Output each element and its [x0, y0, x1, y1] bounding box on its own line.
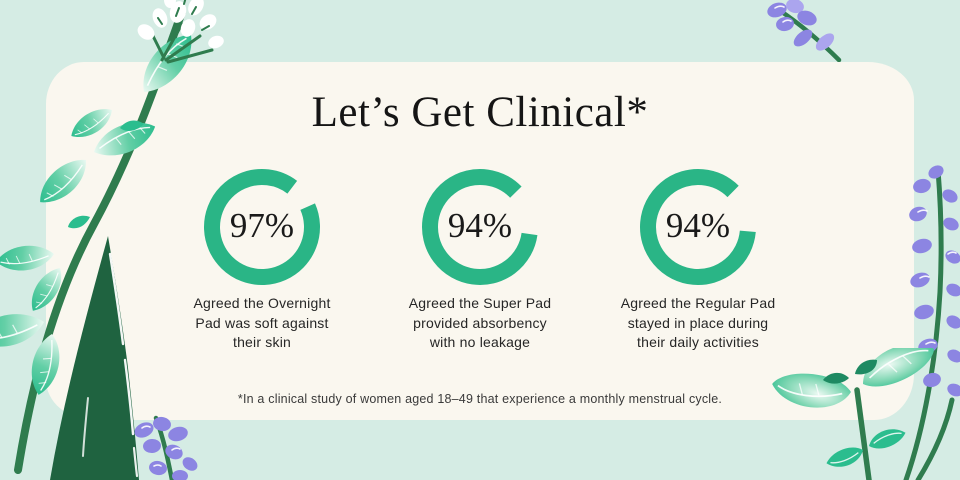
stat-overnight-pad: 97% Agreed the Overnight Pad was soft ag… [153, 165, 371, 353]
donut-ring-svg [422, 169, 538, 285]
stats-row: 97% Agreed the Overnight Pad was soft ag… [46, 165, 914, 353]
stat-super-pad: 94% Agreed the Super Pad provided absorb… [371, 165, 589, 353]
lavender-sprig-top-illustration [767, 0, 842, 62]
stats-card: Let’s Get Clinical* 97% Agreed the Overn… [46, 62, 914, 420]
stat-caption: Agreed the Super Pad provided absorbency… [408, 295, 552, 350]
donut-chart-super: 94% [418, 165, 542, 289]
footnote: *In a clinical study of women aged 18–49… [237, 392, 723, 406]
donut-ring-svg [204, 169, 320, 285]
stat-value: 94% [447, 206, 513, 246]
white-blossom-icon [137, 0, 224, 64]
stat-value: 97% [229, 206, 295, 246]
donut-chart-overnight: 97% [200, 165, 324, 289]
stat-caption: Agreed the Regular Pad stayed in place d… [620, 295, 776, 350]
donut-ring-svg [640, 169, 756, 285]
stat-caption: Agreed the Overnight Pad was soft agains… [193, 295, 331, 350]
lavender-sprig-bottom-illustration [134, 415, 198, 480]
stat-regular-pad: 94% Agreed the Regular Pad stayed in pla… [589, 165, 807, 353]
stat-value: 94% [665, 206, 731, 246]
page-title: Let’s Get Clinical* [311, 89, 649, 136]
donut-chart-regular: 94% [636, 165, 760, 289]
